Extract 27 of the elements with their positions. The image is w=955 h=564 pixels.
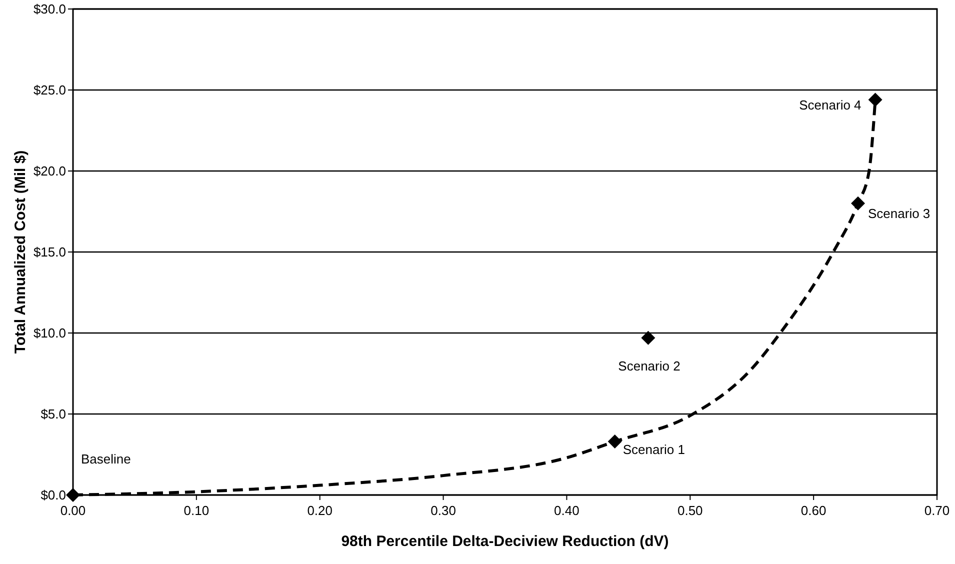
x-tick-label: 0.20 xyxy=(307,503,333,518)
y-tick-label: $0.0 xyxy=(40,488,66,503)
x-tick-label: 0.10 xyxy=(184,503,210,518)
annotation: Baseline xyxy=(81,452,131,467)
annotation: Scenario 2 xyxy=(618,358,680,374)
annotation: Scenario 1 xyxy=(622,442,686,458)
y-tick-label: $10.0 xyxy=(33,326,66,341)
x-tick-label: 0.60 xyxy=(800,503,826,518)
x-tick-label: 0.00 xyxy=(60,503,86,518)
annotation: Scenario 4 xyxy=(799,97,862,112)
x-tick-label: 0.30 xyxy=(430,503,456,518)
y-axis-title: Total Annualized Cost (Mil $) xyxy=(12,150,29,354)
point xyxy=(608,434,622,449)
point xyxy=(851,196,866,210)
y-tick-label: $25.0 xyxy=(33,82,66,98)
x-tick-label: 0.50 xyxy=(677,503,703,518)
point xyxy=(868,92,882,107)
point xyxy=(66,488,80,502)
x-tick-label: 0.70 xyxy=(924,503,950,518)
y-tick-label: $30.0 xyxy=(33,2,66,17)
y-tick-label: $5.0 xyxy=(40,406,66,422)
y-tick-label: $20.0 xyxy=(33,164,66,179)
y-tick-label: $15.0 xyxy=(33,244,66,260)
annotation: Scenario 3 xyxy=(868,206,930,221)
x-axis-title: 98th Percentile Delta-Deciview Reduction (dV) xyxy=(341,533,669,550)
x-tick-label: 0.40 xyxy=(554,503,580,518)
point xyxy=(641,330,656,345)
